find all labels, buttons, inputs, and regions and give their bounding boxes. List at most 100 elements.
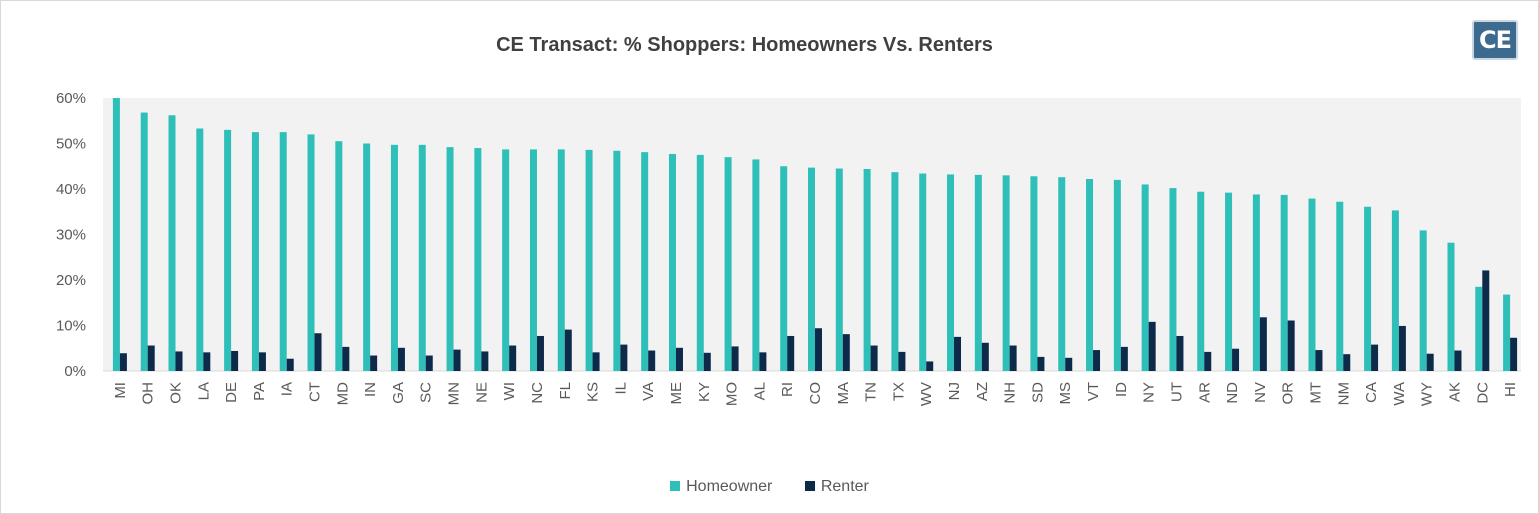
bar-homeowner-id[interactable] — [1113, 179, 1121, 371]
bar-renter-ny[interactable] — [1148, 321, 1156, 371]
bar-renter-tn[interactable] — [870, 345, 878, 371]
bar-renter-ok[interactable] — [175, 351, 183, 371]
bar-renter-ar[interactable] — [1204, 351, 1212, 371]
bar-homeowner-ny[interactable] — [1141, 184, 1149, 371]
bar-renter-me[interactable] — [675, 347, 683, 371]
bar-homeowner-sd[interactable] — [1030, 176, 1038, 371]
bar-homeowner-ri[interactable] — [780, 166, 788, 371]
bar-renter-il[interactable] — [620, 344, 628, 371]
bar-homeowner-wa[interactable] — [1391, 210, 1399, 371]
bar-renter-tx[interactable] — [898, 351, 906, 371]
bar-renter-ca[interactable] — [1371, 344, 1379, 371]
bar-renter-sd[interactable] — [1037, 356, 1045, 371]
bar-homeowner-ne[interactable] — [474, 148, 482, 371]
bar-homeowner-pa[interactable] — [251, 132, 259, 372]
bar-homeowner-ia[interactable] — [279, 132, 287, 372]
bar-renter-oh[interactable] — [147, 345, 155, 371]
bar-homeowner-nd[interactable] — [1225, 192, 1233, 371]
bar-homeowner-ga[interactable] — [390, 144, 398, 371]
bar-renter-al[interactable] — [759, 352, 767, 371]
bar-homeowner-de[interactable] — [224, 129, 232, 371]
bar-renter-de[interactable] — [231, 350, 239, 371]
bar-homeowner-va[interactable] — [641, 152, 649, 371]
bar-renter-ne[interactable] — [481, 351, 489, 371]
bar-homeowner-az[interactable] — [974, 174, 982, 371]
legend-item-renter[interactable]: Renter — [804, 478, 869, 496]
bar-renter-nc[interactable] — [536, 335, 544, 371]
bar-homeowner-md[interactable] — [335, 141, 343, 371]
bar-renter-mi[interactable] — [119, 353, 127, 371]
bar-homeowner-nj[interactable] — [947, 174, 955, 371]
bar-homeowner-il[interactable] — [613, 150, 621, 371]
bar-renter-in[interactable] — [370, 355, 378, 371]
bar-homeowner-vt[interactable] — [1086, 178, 1094, 371]
bar-homeowner-oh[interactable] — [140, 112, 148, 371]
bar-homeowner-ma[interactable] — [835, 168, 843, 371]
bar-homeowner-or[interactable] — [1280, 194, 1288, 371]
bar-homeowner-hi[interactable] — [1503, 294, 1511, 371]
bar-homeowner-ca[interactable] — [1364, 206, 1372, 371]
bar-renter-ms[interactable] — [1065, 357, 1073, 371]
bar-homeowner-ky[interactable] — [696, 154, 704, 372]
bar-renter-wi[interactable] — [509, 345, 517, 371]
bar-homeowner-mi[interactable] — [112, 98, 120, 371]
bar-renter-vt[interactable] — [1093, 350, 1101, 371]
bar-renter-hi[interactable] — [1510, 337, 1518, 371]
bar-renter-nm[interactable] — [1343, 354, 1351, 371]
bar-homeowner-ak[interactable] — [1447, 242, 1455, 371]
bar-homeowner-wv[interactable] — [919, 173, 927, 371]
bar-renter-ri[interactable] — [787, 335, 795, 371]
bar-homeowner-ks[interactable] — [585, 149, 593, 371]
bar-homeowner-wy[interactable] — [1419, 230, 1427, 371]
bar-renter-ky[interactable] — [703, 352, 711, 371]
bar-renter-nv[interactable] — [1259, 317, 1267, 371]
bar-homeowner-ok[interactable] — [168, 115, 176, 371]
bar-homeowner-nc[interactable] — [529, 149, 537, 371]
bar-homeowner-ms[interactable] — [1058, 177, 1066, 371]
bar-renter-id[interactable] — [1120, 346, 1128, 371]
bar-homeowner-tn[interactable] — [863, 168, 871, 371]
bar-homeowner-ut[interactable] — [1169, 188, 1177, 371]
bar-homeowner-mt[interactable] — [1308, 198, 1316, 371]
bar-homeowner-dc[interactable] — [1475, 286, 1483, 371]
bar-homeowner-me[interactable] — [668, 153, 676, 371]
legend-item-homeowner[interactable]: Homeowner — [670, 478, 772, 496]
bar-renter-ut[interactable] — [1176, 335, 1184, 371]
bar-homeowner-la[interactable] — [196, 128, 204, 371]
bar-homeowner-mn[interactable] — [446, 147, 454, 371]
bar-renter-ia[interactable] — [286, 358, 294, 371]
bar-renter-nh[interactable] — [1009, 345, 1017, 371]
bar-homeowner-fl[interactable] — [557, 149, 565, 371]
bar-homeowner-mo[interactable] — [724, 157, 732, 371]
bar-renter-wa[interactable] — [1398, 325, 1406, 371]
bar-renter-la[interactable] — [203, 352, 211, 371]
bar-renter-or[interactable] — [1287, 320, 1295, 372]
bar-renter-ga[interactable] — [397, 347, 405, 371]
bar-renter-va[interactable] — [648, 350, 656, 371]
bar-homeowner-sc[interactable] — [418, 144, 426, 371]
bar-renter-fl[interactable] — [564, 329, 572, 371]
bar-renter-wv[interactable] — [926, 361, 934, 371]
bar-renter-wy[interactable] — [1426, 353, 1434, 371]
bar-renter-dc[interactable] — [1482, 270, 1490, 371]
bar-homeowner-co[interactable] — [808, 167, 815, 371]
bar-renter-ct[interactable] — [314, 333, 322, 371]
bar-renter-ma[interactable] — [842, 334, 850, 371]
bar-renter-md[interactable] — [342, 346, 350, 371]
bar-homeowner-al[interactable] — [752, 159, 760, 371]
bar-renter-az[interactable] — [981, 342, 989, 371]
bar-homeowner-ct[interactable] — [307, 134, 315, 371]
bar-homeowner-nh[interactable] — [1002, 175, 1010, 371]
bar-homeowner-ar[interactable] — [1197, 191, 1205, 371]
bar-renter-ks[interactable] — [592, 352, 600, 371]
bar-renter-mt[interactable] — [1315, 350, 1323, 371]
bar-homeowner-tx[interactable] — [891, 172, 899, 371]
bar-homeowner-wi[interactable] — [502, 149, 510, 371]
bar-renter-mn[interactable] — [453, 349, 461, 371]
bar-homeowner-in[interactable] — [363, 143, 371, 372]
bar-homeowner-nv[interactable] — [1252, 194, 1260, 371]
bar-renter-mo[interactable] — [731, 346, 739, 371]
bar-renter-ak[interactable] — [1454, 350, 1462, 371]
bar-renter-nd[interactable] — [1232, 348, 1240, 371]
bar-renter-pa[interactable] — [258, 352, 266, 371]
